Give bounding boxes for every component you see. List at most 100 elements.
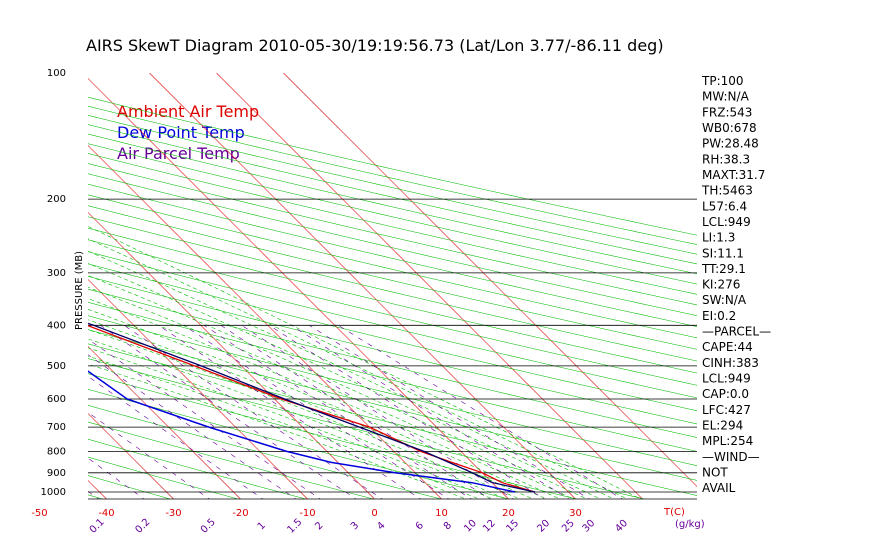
moist-adiabat-line [88, 347, 494, 499]
dry-adiabat-line [88, 388, 509, 499]
dry-adiabat-line [88, 329, 697, 481]
dry-adiabat-line [88, 405, 442, 499]
mixing-ratio-tick-label: 1.5 [286, 517, 305, 536]
isotherm-line [216, 73, 643, 499]
air-parcel-temp-line [88, 322, 536, 493]
dry-adiabat-line [88, 133, 697, 275]
isotherm-line [88, 279, 308, 499]
bottom-temp-tick-label: 0 [371, 508, 377, 519]
mixing-ratio-tick-label: 8 [442, 520, 454, 532]
mixing-ratio-tick-label: 2 [313, 520, 325, 532]
pressure-tick-label: 900 [47, 468, 66, 479]
index-label: SW:N/A [702, 293, 747, 307]
index-label: LFC:427 [702, 403, 751, 417]
background-grid [0, 73, 697, 500]
mixing-ratio-line [158, 325, 422, 499]
ambient-air-temp-line [88, 325, 536, 493]
mixing-ratio-tick-label: 40 [613, 518, 630, 535]
index-label: —WIND— [702, 450, 760, 464]
mixing-ratio-tick-label: 10 [462, 518, 479, 535]
dry-adiabat-line [88, 239, 697, 386]
isotherm-line [88, 212, 375, 499]
pressure-tick-label: 500 [47, 361, 66, 372]
pressure-tick-label: 200 [47, 194, 66, 205]
moist-adiabat-line [88, 363, 467, 499]
moist-adiabat-line [88, 355, 480, 499]
index-label: EL:294 [702, 419, 743, 433]
index-label: EI:0.2 [702, 309, 736, 323]
bottom-temp-tick-label: -50 [31, 508, 47, 519]
moist-adiabat-line [88, 329, 521, 499]
mixing-ratio-line [203, 325, 472, 499]
isotherm-line [88, 480, 107, 499]
moist-adiabat-line [88, 338, 507, 499]
isotherm-line [0, 73, 40, 499]
mixing-ratio-line [100, 325, 357, 499]
pressure-tick-label: 700 [47, 422, 66, 433]
index-label: PW:28.48 [702, 137, 759, 151]
isotherm-line [149, 73, 576, 499]
dry-adiabat-line [0, 73, 35, 499]
dry-adiabat-line [88, 315, 697, 467]
dry-adiabat-line [88, 124, 697, 265]
mixing-ratio-tick-label: 6 [414, 520, 426, 532]
mixing-ratio-tick-label: 30 [581, 518, 598, 535]
moist-adiabat-line [88, 309, 548, 499]
dry-adiabat-line [88, 301, 697, 452]
index-label: KI:276 [702, 278, 740, 292]
dry-adiabat-line [88, 275, 697, 425]
chart-title: AIRS SkewT Diagram 2010-05-30/19:19:56.7… [86, 36, 664, 55]
mixing-ratio-line [88, 354, 297, 499]
index-label: MW:N/A [702, 90, 750, 104]
dry-adiabat-line [88, 143, 697, 285]
index-label: CAPE:44 [702, 340, 753, 354]
isotherm-line [88, 78, 509, 499]
bottom-temp-tick-label: -40 [98, 508, 114, 519]
moist-adiabat-line [88, 238, 628, 499]
dry-adiabat-line [88, 205, 697, 350]
index-label: LCL:949 [702, 215, 751, 229]
mixing-ratio-tick-label: 0.2 [133, 517, 152, 536]
index-label: FRZ:543 [702, 105, 752, 119]
index-label: MAXT:31.7 [702, 168, 765, 182]
dry-adiabat-line [88, 163, 697, 306]
dry-adiabat-line [88, 263, 697, 412]
dew-point-temp-line [88, 370, 516, 493]
legend: Ambient Air Temp Dew Point Temp Air Parc… [117, 102, 259, 163]
index-label: TT:29.1 [701, 262, 746, 276]
dry-adiabat-line [88, 153, 697, 295]
index-label: L57:6.4 [702, 199, 747, 213]
mixing-ratio-line [291, 325, 570, 499]
bottom-temp-tick-label: -10 [299, 508, 315, 519]
moist-adiabat-line [88, 263, 601, 499]
isotherm-line [283, 73, 697, 487]
mixing-ratio-tick-label: 0.1 [88, 517, 107, 536]
index-label: TH:5463 [701, 184, 753, 198]
dry-adiabat-line [88, 114, 697, 255]
moist-adiabat-line [88, 226, 642, 499]
mixing-ratio-line [88, 412, 210, 499]
index-label: —PARCEL— [702, 325, 771, 339]
index-label: WB0:678 [702, 121, 757, 135]
isotherm-line [88, 413, 174, 499]
pressure-tick-label: 300 [47, 268, 66, 279]
index-label: TP:100 [701, 74, 744, 88]
mixing-ratio-tick-label: 4 [375, 520, 387, 532]
dry-adiabat-line [88, 183, 697, 327]
mixing-ratio-tick-label: 0.5 [199, 517, 218, 536]
mixing-ratio-line [338, 325, 623, 499]
dry-adiabat-line [88, 105, 697, 245]
dry-adiabat-line [88, 194, 697, 339]
mixing-ratio-tick-label: 15 [504, 518, 521, 535]
dry-adiabat-line [88, 288, 697, 438]
mixing-ratio-tick-label: 20 [535, 518, 552, 535]
index-label: NOT [702, 466, 728, 480]
bottom-temp-unit-label: T(C) [663, 507, 685, 518]
bottom-temp-tick-label: 20 [502, 508, 515, 519]
mixing-ratio-line [241, 325, 515, 499]
sounding-series [88, 322, 536, 493]
moist-adiabat-line [88, 319, 534, 499]
mixing-ratio-tick-label: 25 [560, 518, 577, 535]
